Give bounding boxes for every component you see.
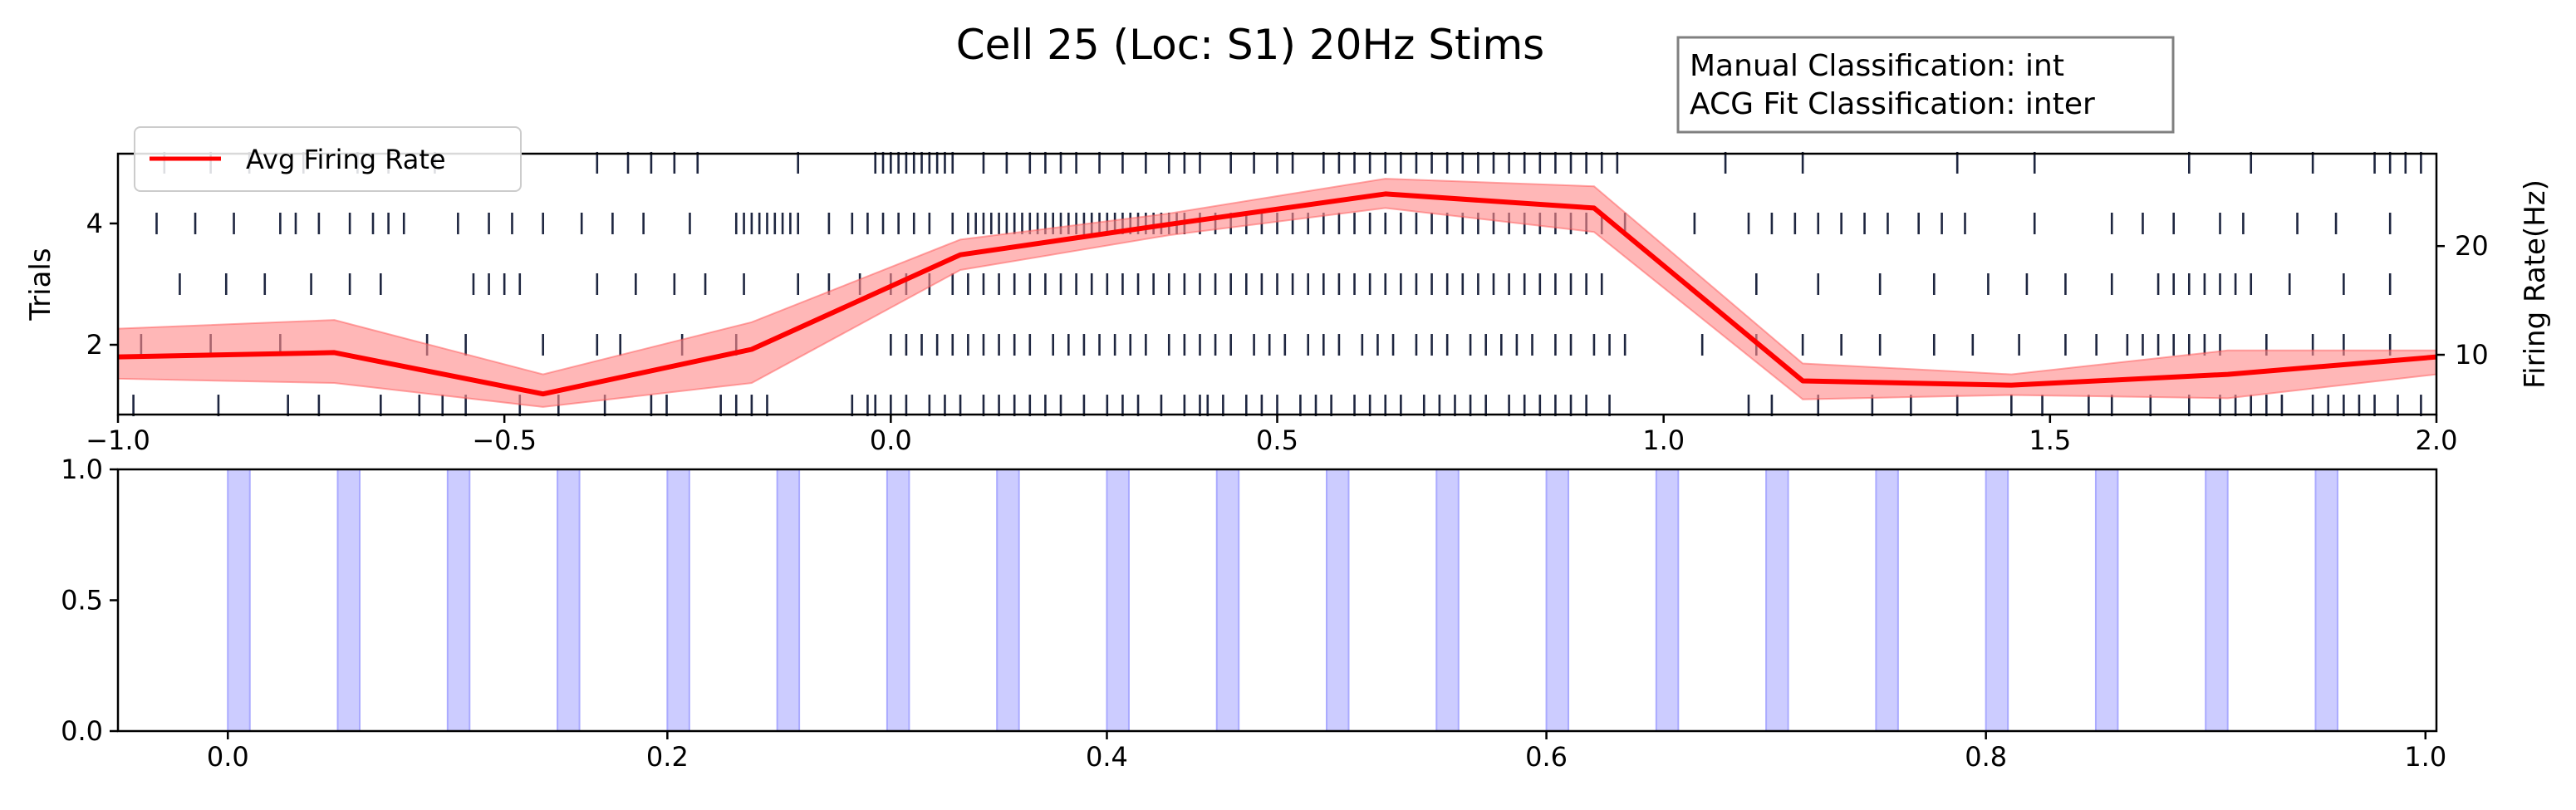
stim-x-tick-label-1: 0.2 <box>646 741 689 773</box>
stim-span-3 <box>557 469 581 732</box>
classification-line-1: Manual Classification: int <box>1690 49 2064 83</box>
stim-span-10 <box>1326 469 1350 732</box>
stim-span-4 <box>666 469 690 732</box>
stim-panel: 0.0 0.2 0.4 0.6 0.8 1.0 0.0 0.5 1.0 <box>61 454 2446 773</box>
y2-tick-label-1: 20 <box>2455 230 2489 262</box>
stim-y-tick-label-1: 0.5 <box>61 585 103 616</box>
legend-label-avg-firing-rate: Avg Firing Rate <box>246 144 446 175</box>
stim-span-9 <box>1215 469 1240 732</box>
stim-span-13 <box>1655 469 1680 732</box>
stim-span-15 <box>1875 469 1899 732</box>
stim-x-tick-label-5: 1.0 <box>2404 741 2446 773</box>
stim-span-17 <box>2094 469 2119 732</box>
x-tick-label-0: −1.0 <box>86 425 150 456</box>
x-tick-label-3: 0.5 <box>1256 425 1298 456</box>
stim-span-12 <box>1545 469 1570 732</box>
x-tick-label-6: 2.0 <box>2416 425 2458 456</box>
avg-firing-rate-line <box>117 191 2437 397</box>
stim-span-0 <box>227 469 251 732</box>
x-tick-label-1: −0.5 <box>472 425 537 456</box>
y-tick-label-1: 4 <box>86 208 103 239</box>
y2-tick-label-0: 10 <box>2455 339 2489 371</box>
stim-span-2 <box>446 469 471 732</box>
y-tick-label-0: 2 <box>86 329 103 361</box>
stim-y-tick-label-0: 0.0 <box>61 715 103 747</box>
x-tick-label-5: 1.5 <box>2029 425 2071 456</box>
stim-span-1 <box>336 469 361 732</box>
stim-x-tick-label-4: 0.8 <box>1965 741 2007 773</box>
stim-span-16 <box>1985 469 2009 732</box>
raster-axis-ticks: −1.0 −0.5 0.0 0.5 1.0 1.5 2.0 2 4 10 20 <box>86 208 2489 456</box>
stim-span-8 <box>1106 469 1130 732</box>
stim-x-tick-label-3: 0.6 <box>1525 741 1568 773</box>
classification-line-2: ACG Fit Classification: inter <box>1690 87 2095 121</box>
classification-box: Manual Classification: int ACG Fit Class… <box>1676 36 2175 134</box>
x-tick-label-2: 0.0 <box>870 425 912 456</box>
stim-span-14 <box>1765 469 1789 732</box>
chart-title: Cell 25 (Loc: S1) 20Hz Stims <box>956 21 1544 69</box>
stim-span-5 <box>776 469 801 732</box>
y2-axis-label-firing-rate: Firing Rate(Hz) <box>2519 179 2552 389</box>
legend-frame <box>134 126 522 192</box>
stim-span-11 <box>1435 469 1460 732</box>
stim-span-18 <box>2205 469 2229 732</box>
stim-x-tick-label-0: 0.0 <box>207 741 249 773</box>
stim-x-tick-label-2: 0.4 <box>1086 741 1128 773</box>
x-tick-label-4: 1.0 <box>1642 425 1685 456</box>
y-axis-label-trials: Trials <box>24 248 57 321</box>
stim-span-7 <box>996 469 1020 732</box>
stim-span-19 <box>2314 469 2338 732</box>
raster-plot-area <box>117 151 2437 417</box>
raster-panel: −1.0 −0.5 0.0 0.5 1.0 1.5 2.0 2 4 10 20 Trials Fir… <box>24 126 2552 456</box>
stim-plot-area <box>227 469 2338 732</box>
legend: Avg Firing Rate <box>134 126 522 192</box>
stim-span-6 <box>886 469 910 732</box>
stim-axis-ticks: 0.0 0.2 0.4 0.6 0.8 1.0 0.0 0.5 1.0 <box>61 454 2446 773</box>
stim-y-tick-label-2: 1.0 <box>61 454 103 485</box>
